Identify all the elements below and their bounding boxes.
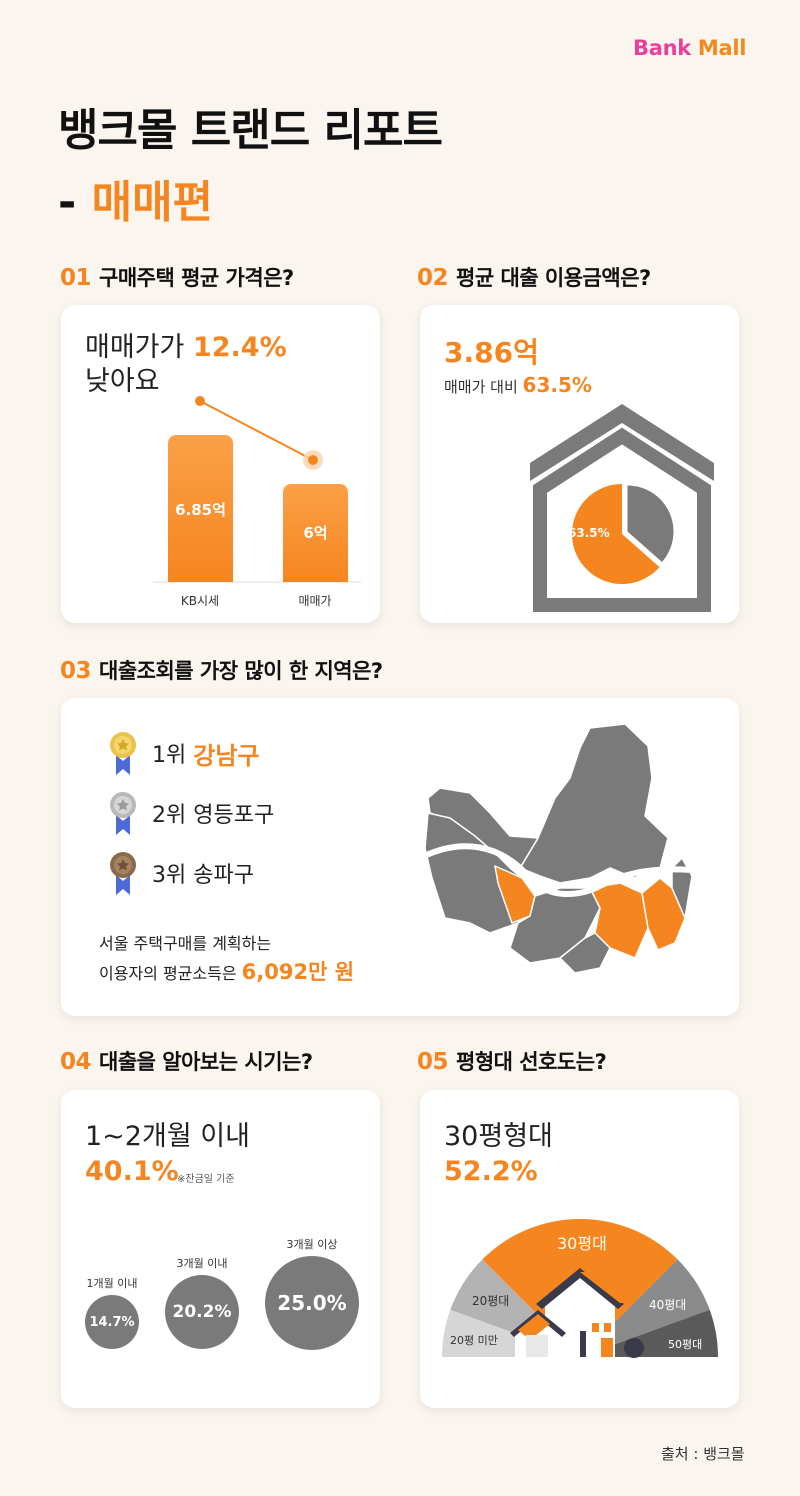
segment-label-50s: 50평대 xyxy=(668,1338,703,1351)
bubble-1: 14.7% xyxy=(85,1295,139,1349)
timing-note: ※잔금일 기준 xyxy=(177,1174,235,1185)
section-label: 대출조회를 가장 많이 한 지역은? xyxy=(99,659,383,683)
map-yeongdeungpo xyxy=(494,865,536,924)
bubble-2-label: 3개월 이내 xyxy=(176,1257,228,1270)
section-number: 01 xyxy=(60,265,92,291)
price-headline: 매매가가 12.4% 낮아요 xyxy=(85,331,287,399)
rank-number: 1위 xyxy=(152,743,187,768)
size-value: 52.2% xyxy=(444,1156,538,1187)
map-east xyxy=(671,857,692,919)
timing-card: 1~2개월 이내 40.1% ※잔금일 기준 1개월 이내 14.7% 3개월 … xyxy=(61,1090,380,1408)
headline-accent: 12.4% xyxy=(192,332,287,363)
trend-point-sale xyxy=(308,455,318,465)
bronze-medal-icon xyxy=(110,852,136,895)
bar-sale: 6억 xyxy=(283,484,348,582)
income-line2: 이용자의 평균소득은 xyxy=(99,964,242,983)
segment-label-20s: 20평대 xyxy=(472,1294,510,1308)
size-semicircle-chart xyxy=(442,1219,718,1358)
gold-medal-icon xyxy=(110,732,136,775)
house-pie-graphic xyxy=(530,404,714,612)
avg-price-card: 매매가가 12.4% 낮아요 6.85억 6억 KB시세 매매가 xyxy=(61,305,380,623)
rank-3-row: 3위 송파구 xyxy=(108,851,254,895)
pie-loan-share xyxy=(572,484,660,584)
section-label: 구매주택 평균 가격은? xyxy=(99,266,294,290)
subtitle-dash: - xyxy=(58,177,92,228)
trend-line-chart xyxy=(153,396,361,583)
income-accent: 6,092만 원 xyxy=(241,960,355,984)
house-icon xyxy=(510,1268,644,1358)
bubble-3-label: 3개월 이상 xyxy=(286,1238,338,1251)
bankmall-logo: Bank Mall xyxy=(633,36,746,60)
source-text: 출처 : 뱅크몰 xyxy=(661,1445,745,1463)
income-text: 서울 주택구매를 계획하는 이용자의 평균소득은 6,092만 원 xyxy=(99,930,354,988)
bar-kb-value: 6.85억 xyxy=(175,501,226,519)
section-03-heading: 03 대출조회를 가장 많이 한 지역은? xyxy=(60,655,383,685)
section-05-heading: 05 평형대 선호도는? xyxy=(417,1046,607,1076)
map-songpa xyxy=(641,877,686,951)
bubble-2: 20.2% xyxy=(165,1275,239,1349)
avg-loan-card: 3.86억 매매가 대비 63.5% 63.5% xyxy=(420,305,739,623)
headline-prefix: 매매가가 xyxy=(85,332,193,363)
page-title: 뱅크몰 트랜드 리포트 xyxy=(58,105,443,156)
house-roof-outer xyxy=(530,404,714,481)
headline-line2: 낮아요 xyxy=(85,366,160,397)
rank-3-district: 송파구 xyxy=(193,863,254,888)
bar-kb: 6.85억 xyxy=(168,435,233,582)
house-wall xyxy=(533,427,711,612)
bar-kb-label: KB시세 xyxy=(180,594,220,608)
bar-sale-value: 6억 xyxy=(303,524,328,542)
map-gangnam xyxy=(589,882,649,959)
page-subtitle: - 매매편 xyxy=(58,166,213,230)
bar-sale-label: 매매가 xyxy=(298,594,332,608)
han-river xyxy=(420,843,692,897)
logo-mall-text: Mall xyxy=(697,36,747,60)
seoul-map xyxy=(420,723,692,974)
rank-2-district: 영등포구 xyxy=(193,803,275,828)
subtitle-accent: 매매편 xyxy=(91,177,214,228)
bubble-1-label: 1개월 이내 xyxy=(86,1277,138,1290)
trend-line xyxy=(199,400,314,461)
section-number: 05 xyxy=(417,1049,449,1075)
section-label: 평균 대출 이용금액은? xyxy=(456,266,651,290)
loan-ratio: 매매가 대비 63.5% xyxy=(444,373,592,397)
segment-label-30s: 30평대 xyxy=(557,1234,607,1253)
rank-1-district: 강남구 xyxy=(193,741,260,770)
pie-remainder xyxy=(627,485,674,562)
rank-number: 3위 xyxy=(152,863,187,888)
rank-number: 2위 xyxy=(152,803,187,828)
size-card: 30평형대 52.2% 20평 미만 20평대 30평대 40평대 50평대 xyxy=(420,1090,739,1408)
income-line1: 서울 주택구매를 계획하는 xyxy=(99,934,272,953)
size-headline: 30평형대 xyxy=(444,1121,553,1152)
rank-2-row: 2위 영등포구 xyxy=(108,791,274,835)
timing-value: 40.1% xyxy=(85,1156,179,1187)
section-01-heading: 01 구매주택 평균 가격은? xyxy=(60,262,294,292)
segment-label-under-20: 20평 미만 xyxy=(450,1334,498,1347)
logo-bank-text: Bank xyxy=(633,36,691,60)
map-south xyxy=(559,932,611,974)
rank-1-row: 1위 강남구 xyxy=(108,731,260,775)
bubble-3: 25.0% xyxy=(265,1256,359,1350)
segment-label-40s: 40평대 xyxy=(649,1298,687,1312)
section-04-heading: 04 대출을 알아보는 시기는? xyxy=(60,1046,313,1076)
map-north xyxy=(519,723,669,884)
timing-headline: 1~2개월 이내 xyxy=(85,1121,250,1152)
section-label: 대출을 알아보는 시기는? xyxy=(99,1050,313,1074)
pie-label: 63.5% xyxy=(568,526,610,540)
section-number: 02 xyxy=(417,265,449,291)
ratio-accent: 63.5% xyxy=(522,373,592,397)
section-number: 04 xyxy=(60,1049,92,1075)
section-label: 평형대 선호도는? xyxy=(456,1050,607,1074)
trend-point-kb xyxy=(195,396,205,406)
section-02-heading: 02 평균 대출 이용금액은? xyxy=(417,262,651,292)
loan-amount: 3.86억 xyxy=(444,336,539,369)
section-number: 03 xyxy=(60,658,92,684)
silver-medal-icon xyxy=(110,792,136,835)
ratio-prefix: 매매가 대비 xyxy=(444,378,523,396)
